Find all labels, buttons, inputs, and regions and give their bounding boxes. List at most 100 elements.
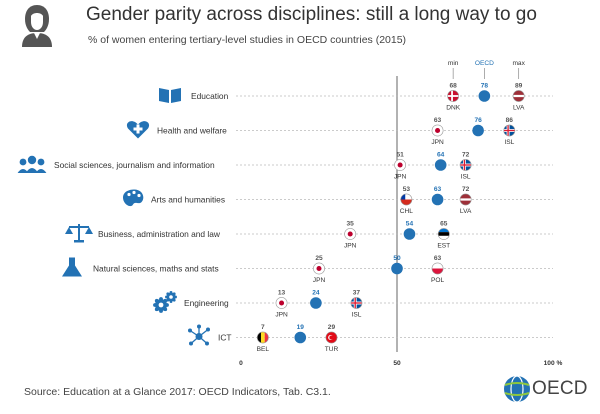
max-marker xyxy=(325,331,338,344)
min-value-label: 7 xyxy=(261,324,265,331)
max-country-label: ISL xyxy=(461,174,471,181)
oecd-dot xyxy=(434,159,447,171)
min-country-label: JPN xyxy=(313,277,326,284)
oecd-dot xyxy=(472,124,484,137)
category-row: Arts and humanities 53 CHL 63 72 LVA xyxy=(123,186,553,215)
min-value-label: 35 xyxy=(347,221,355,228)
min-marker xyxy=(313,262,325,275)
oecd-value-label: 54 xyxy=(406,221,414,228)
min-marker xyxy=(431,124,444,137)
category-row: Business, administration and law 35 JPN 54 6… xyxy=(65,221,553,250)
oecd-globe-logo-icon xyxy=(504,375,530,403)
chart-title: Gender parity across disciplines: still … xyxy=(86,4,537,25)
category-label: Social sciences, journalism and informat… xyxy=(54,160,215,170)
category-row: Engineering 13 JPN 24 37 ISL xyxy=(153,290,553,319)
min-value-label: 63 xyxy=(434,117,442,124)
category-row: Health and welfare 63 JPN 76 86 ISL xyxy=(126,117,553,146)
category-label: Natural sciences, maths and stats xyxy=(93,264,219,274)
oecd-dot xyxy=(403,228,416,240)
max-value-label: 89 xyxy=(515,83,523,90)
category-label: Engineering xyxy=(184,298,229,308)
oecd-value-label: 63 xyxy=(434,186,442,193)
min-marker xyxy=(394,159,407,171)
x-tick-label: 0 xyxy=(239,360,243,367)
max-marker xyxy=(350,297,363,309)
max-value-label: 72 xyxy=(462,186,470,193)
min-value-label: 53 xyxy=(403,186,411,193)
max-marker xyxy=(459,159,472,171)
oecd-value-label: 76 xyxy=(474,117,482,124)
min-country-label: JPN xyxy=(431,139,444,146)
min-marker xyxy=(400,193,413,206)
dot-plot-chart: min OECD max Education 68 DNK 78 89 LVA Health an… xyxy=(17,60,563,367)
category-label: Health and welfare xyxy=(157,126,227,136)
category-label: ICT xyxy=(218,333,232,343)
oecd-value-label: 64 xyxy=(437,152,445,159)
column-header-max: max xyxy=(512,60,525,67)
oecd-value-label: 50 xyxy=(393,255,401,262)
category-label: Business, administration and law xyxy=(98,229,221,239)
max-country-label: TUR xyxy=(325,346,339,353)
oecd-dot xyxy=(310,297,322,309)
min-country-label: JPN xyxy=(275,312,288,319)
max-value-label: 63 xyxy=(434,255,442,262)
max-country-label: EST xyxy=(437,243,450,250)
min-marker xyxy=(275,297,288,309)
max-value-label: 65 xyxy=(440,221,448,228)
min-country-label: BEL xyxy=(257,346,270,353)
max-value-label: 72 xyxy=(462,152,470,159)
min-country-label: JPN xyxy=(344,243,357,250)
oecd-dot xyxy=(294,331,307,344)
max-marker xyxy=(437,228,450,240)
health-heart-icon xyxy=(126,121,150,139)
oecd-value-label: 78 xyxy=(481,83,489,90)
column-header-oecd: OECD xyxy=(475,60,494,67)
gears-icon xyxy=(153,291,177,313)
max-country-label: ISL xyxy=(351,312,361,319)
category-row: Education 68 DNK 78 89 LVA xyxy=(159,83,553,112)
min-value-label: 13 xyxy=(278,290,286,297)
min-country-label: JPN xyxy=(394,174,407,181)
category-label: Education xyxy=(191,91,229,101)
min-value-label: 68 xyxy=(449,83,457,90)
network-icon xyxy=(188,324,210,346)
column-header-min: min xyxy=(448,60,459,67)
people-group-icon xyxy=(17,155,47,173)
max-country-label: LVA xyxy=(460,208,472,215)
x-tick-label: 50 xyxy=(393,360,401,367)
min-marker xyxy=(447,90,460,102)
palette-icon xyxy=(123,189,144,207)
scales-icon xyxy=(65,224,93,243)
min-value-label: 25 xyxy=(315,255,323,262)
min-country-label: DNK xyxy=(446,105,461,112)
max-marker xyxy=(512,90,525,102)
max-country-label: POL xyxy=(431,277,445,284)
category-row: Social sciences, journalism and informat… xyxy=(17,152,553,181)
flask-icon xyxy=(62,257,82,277)
oecd-value-label: 19 xyxy=(297,324,305,331)
woman-avatar-icon xyxy=(22,5,52,47)
max-value-label: 37 xyxy=(353,290,361,297)
min-value-label: 51 xyxy=(396,152,404,159)
max-country-label: ISL xyxy=(504,139,514,146)
oecd-dot xyxy=(478,90,491,102)
x-tick-label: 100 % xyxy=(544,360,563,367)
max-value-label: 29 xyxy=(328,324,336,331)
category-row: Natural sciences, maths and stats 25 JPN 50… xyxy=(62,255,553,284)
max-value-label: 86 xyxy=(506,117,514,124)
max-marker xyxy=(459,193,472,206)
oecd-logo-text: OECD xyxy=(532,378,588,399)
oecd-value-label: 24 xyxy=(312,290,320,297)
source-note: Source: Education at a Glance 2017: OECD… xyxy=(24,386,331,398)
oecd-dot xyxy=(431,193,444,206)
min-marker xyxy=(256,331,269,344)
category-row: ICT 7 BEL 19 29 TUR xyxy=(188,324,553,353)
min-country-label: CHL xyxy=(400,208,414,215)
book-icon xyxy=(159,88,181,103)
chart-subtitle: % of women entering tertiary-level studi… xyxy=(88,34,407,46)
max-marker xyxy=(503,124,516,137)
category-label: Arts and humanities xyxy=(151,195,225,205)
min-marker xyxy=(344,228,357,240)
max-country-label: LVA xyxy=(513,105,525,112)
max-marker xyxy=(431,262,444,275)
